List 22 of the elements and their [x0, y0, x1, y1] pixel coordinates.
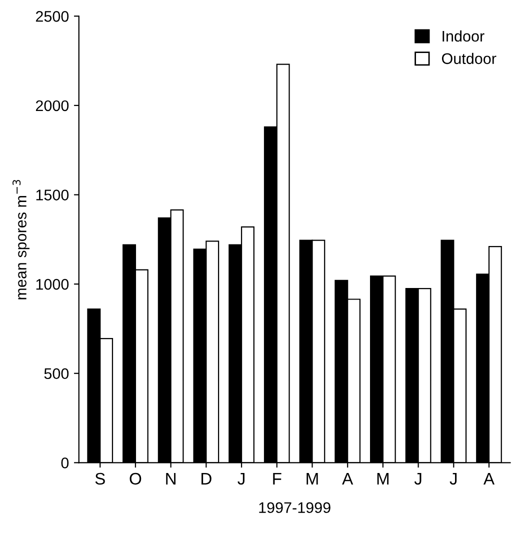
x-tick-label: F [273, 473, 282, 484]
x-axis-title: 1997-1999 [259, 502, 330, 514]
x-tick-label: J [414, 473, 422, 485]
y-tick-label: 0 [61, 458, 69, 468]
x-tick-label: S [95, 472, 105, 485]
y-tick-label: 2500 [36, 11, 69, 22]
y-tick-label: 1500 [36, 190, 69, 200]
y-tick-label: 1000 [36, 278, 69, 290]
x-tick-label: N [166, 473, 176, 484]
y-tick-label: 2000 [36, 100, 69, 112]
legend-label: Indoor [442, 30, 484, 42]
x-tick-label: J [238, 473, 244, 485]
x-tick-label: M [377, 473, 389, 484]
x-tick-label: A [483, 473, 495, 484]
y-tick-label: 500 [44, 368, 69, 380]
x-tick-label: M [306, 473, 318, 484]
x-tick-label: J [450, 473, 457, 485]
x-tick-label: D [202, 473, 212, 484]
legend-label: Outdoor [442, 52, 496, 64]
x-tick-label: A [342, 473, 354, 484]
y-axis-title: mean spores m$^{−3}$ [12, 180, 30, 300]
x-tick-label: O [130, 472, 142, 485]
